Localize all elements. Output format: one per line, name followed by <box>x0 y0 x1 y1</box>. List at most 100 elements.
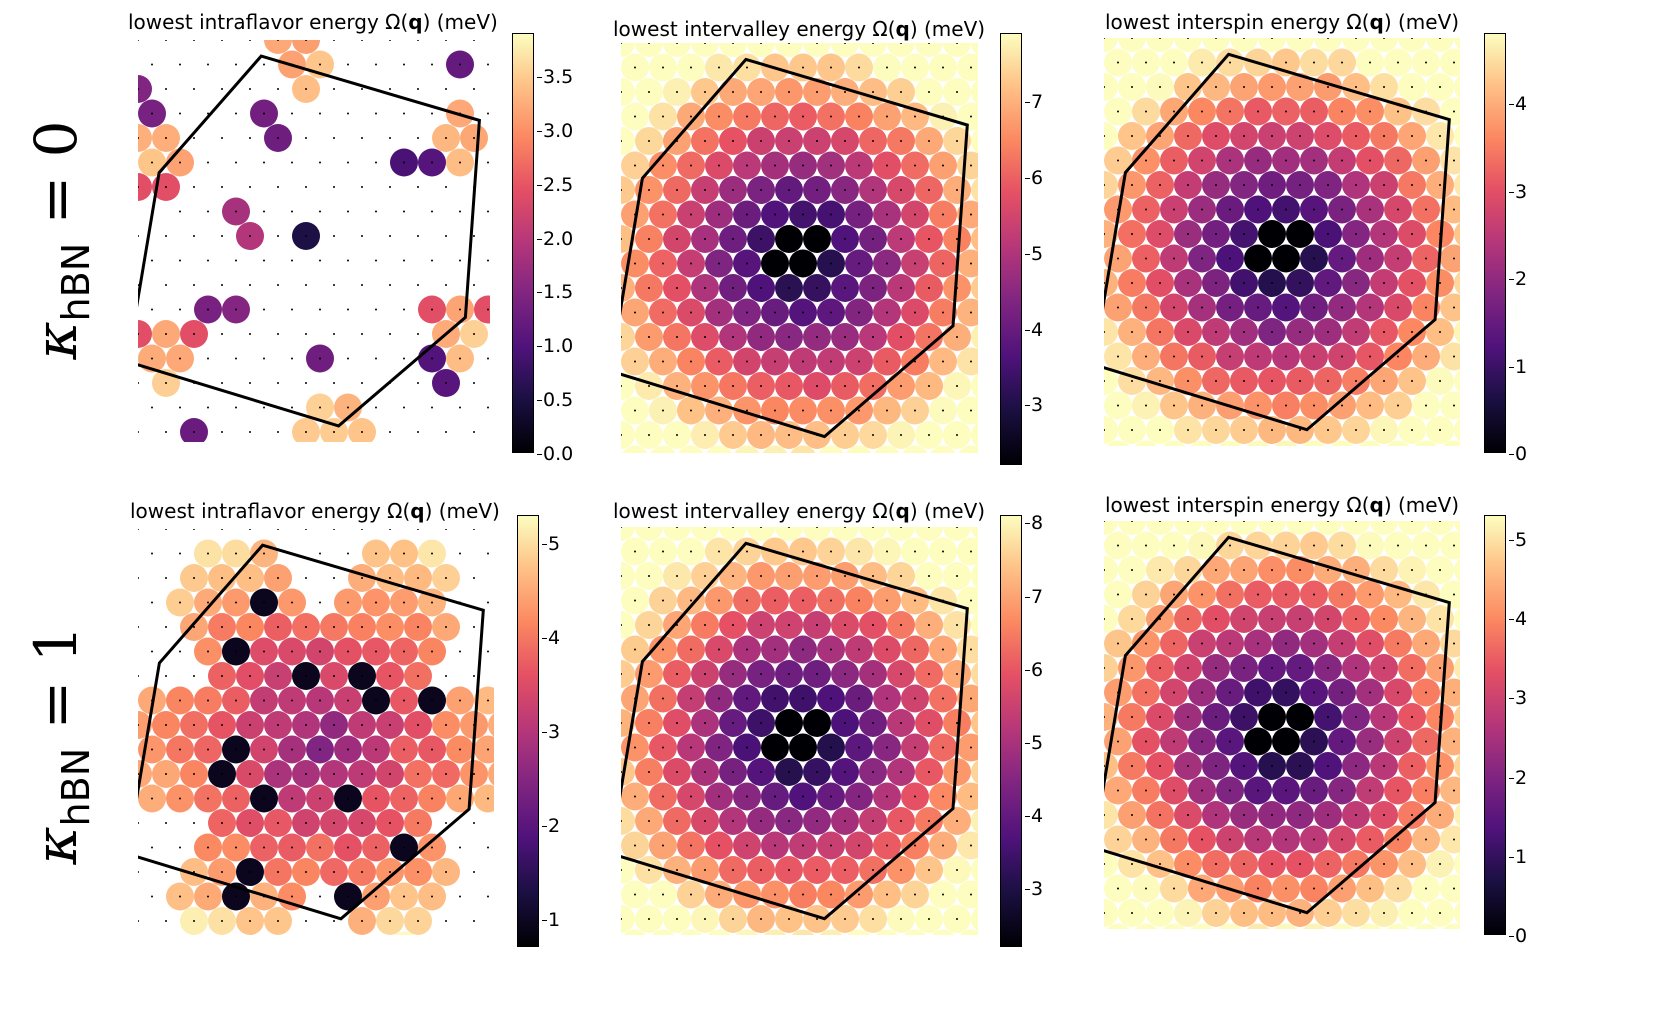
grid-dot <box>277 235 279 237</box>
grid-dot <box>732 869 734 871</box>
grid-dot <box>746 311 748 314</box>
grid-dot <box>1369 740 1371 743</box>
colorbar-tick-label: 3 <box>1024 878 1044 901</box>
grid-dot <box>788 722 790 724</box>
grid-dot <box>970 409 972 412</box>
grid-dot <box>291 650 293 653</box>
grid-dot <box>942 262 944 265</box>
grid-dot <box>830 893 832 896</box>
data-point <box>679 929 703 935</box>
grid-dot <box>389 871 391 873</box>
grid-dot <box>207 748 209 751</box>
grid-dot <box>1369 159 1371 162</box>
grid-dot <box>816 673 818 675</box>
data-point <box>971 857 978 883</box>
grid-dot <box>403 601 405 604</box>
grid-dot <box>886 115 888 118</box>
grid-dot <box>179 699 181 702</box>
grid-dot <box>235 895 237 898</box>
grid-dot <box>900 91 902 93</box>
grid-dot <box>1299 521 1301 522</box>
grid-dot <box>1425 887 1427 890</box>
data-point <box>1440 825 1460 854</box>
grid-dot <box>179 308 181 311</box>
grid-dot <box>151 112 153 115</box>
grid-dot <box>816 771 818 773</box>
grid-dot <box>1341 159 1343 162</box>
grid-dot <box>774 164 776 167</box>
grid-dot <box>662 844 664 847</box>
grid-dot <box>1355 135 1357 137</box>
grid-dot <box>305 724 307 726</box>
grid-dot <box>970 262 972 265</box>
grid-dot <box>732 336 734 338</box>
panel-title-intraflavor-1: lowest intraflavor energy Ω(q) (meV) <box>130 499 500 523</box>
grid-dot <box>1425 61 1427 64</box>
grid-dot <box>690 697 692 700</box>
grid-dot <box>858 360 860 363</box>
grid-dot <box>305 920 307 922</box>
grid-dot <box>138 88 139 90</box>
grid-dot <box>928 527 930 528</box>
grid-dot <box>914 844 916 847</box>
grid-dot <box>347 112 349 115</box>
grid-dot <box>193 773 195 775</box>
grid-dot <box>1355 86 1357 88</box>
data-point <box>1286 521 1314 535</box>
grid-dot <box>760 91 762 93</box>
grid-dot <box>774 262 776 265</box>
grid-dot <box>1173 404 1175 407</box>
grid-dot <box>816 820 818 822</box>
data-point <box>1218 923 1242 929</box>
grid-dot <box>1271 135 1273 137</box>
grid-dot <box>928 722 930 724</box>
grid-dot <box>1453 691 1455 694</box>
grid-dot <box>732 722 734 724</box>
grid-dot <box>347 308 349 311</box>
grid-dot <box>1411 38 1413 39</box>
grid-dot <box>249 235 251 237</box>
grid-dot <box>1299 135 1301 137</box>
data-point <box>1440 293 1460 322</box>
grid-dot <box>1229 110 1231 113</box>
grid-dot <box>732 287 734 289</box>
grid-dot <box>1453 593 1455 596</box>
data-point <box>971 906 978 932</box>
grid-dot <box>375 748 377 751</box>
grid-dot <box>1104 135 1105 137</box>
grid-dot <box>914 550 916 553</box>
grid-dot <box>1271 569 1273 571</box>
grid-dot <box>690 213 692 216</box>
grid-dot <box>732 43 734 44</box>
grid-dot <box>648 238 650 240</box>
data-point <box>1146 521 1174 535</box>
data-point <box>1440 776 1460 805</box>
grid-dot <box>634 599 636 602</box>
grid-dot <box>662 795 664 798</box>
grid-dot <box>1355 429 1357 431</box>
grid-dot <box>1131 912 1133 914</box>
data-point <box>763 929 787 935</box>
grid-dot <box>621 527 622 528</box>
data-point <box>971 128 978 154</box>
grid-dot <box>1369 110 1371 113</box>
data-point <box>1442 923 1460 929</box>
grid-dot <box>193 40 195 41</box>
grid-dot <box>1145 306 1147 309</box>
data-point <box>1342 521 1370 535</box>
grid-dot <box>900 673 902 675</box>
grid-dot <box>1215 135 1217 137</box>
grid-dot <box>1411 282 1413 284</box>
grid-dot <box>445 675 447 677</box>
data-point <box>971 226 978 252</box>
grid-dot <box>207 112 209 115</box>
grid-dot <box>361 920 363 922</box>
data-point <box>1230 38 1258 52</box>
grid-dot <box>487 259 489 262</box>
grid-dot <box>746 648 748 651</box>
grid-dot <box>263 797 265 800</box>
grid-dot <box>221 626 223 628</box>
data-point <box>1302 923 1326 929</box>
grid-dot <box>403 552 405 555</box>
grid-dot <box>1285 544 1287 547</box>
